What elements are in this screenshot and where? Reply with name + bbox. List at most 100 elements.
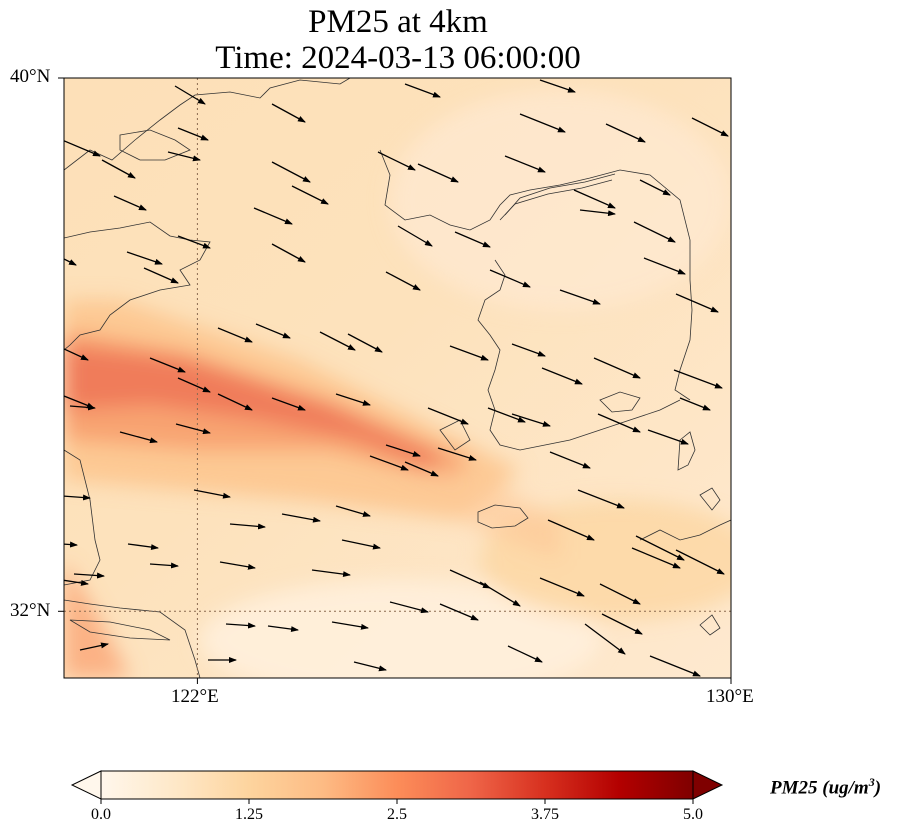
- wind-vector-arrow: [449, 569, 491, 589]
- wind-vector-arrow: [559, 289, 601, 305]
- wind-vector-arrow: [675, 549, 725, 575]
- wind-vector-arrow: [504, 155, 546, 173]
- colorbar-tick-4: 5.0: [683, 806, 703, 823]
- wind-vector-arrow: [539, 577, 585, 597]
- wind-vector-arrow: [511, 413, 551, 427]
- wind-vector-arrow: [143, 267, 179, 284]
- wind-vector-arrow: [126, 251, 163, 265]
- wind-vector-arrow: [253, 207, 293, 225]
- wind-vector-arrow: [599, 583, 641, 605]
- wind-vector-arrow: [593, 357, 641, 379]
- pm25-field: [64, 78, 731, 678]
- coastlines: [64, 78, 731, 678]
- wind-vector-arrow: [271, 103, 306, 123]
- wind-vector-arrow: [404, 461, 439, 477]
- wind-vector-arrow: [255, 323, 291, 339]
- wind-vector-arrow: [601, 613, 643, 635]
- wind-vector-arrow: [79, 642, 109, 651]
- lon-label-130e: 130°E: [706, 686, 754, 707]
- wind-vector-arrow: [229, 523, 266, 530]
- wind-vector-arrow: [291, 185, 329, 205]
- wind-vector-arrow: [219, 561, 256, 570]
- wind-vector-arrow: [149, 562, 179, 569]
- colorbar-ramp: [101, 771, 693, 799]
- lon-label-122e: 122°E: [171, 686, 219, 707]
- gridlines: [64, 78, 731, 678]
- colorbar-tick-0: 0.0: [91, 806, 111, 823]
- colorbar-tick-2: 2.5: [387, 806, 407, 823]
- wind-vector-arrow: [271, 397, 306, 411]
- colorbar-label-text: PM25 (ug/m: [770, 777, 869, 799]
- colorbar-extend-max: [692, 770, 724, 800]
- wind-vector-arrow: [507, 645, 543, 663]
- wind-vector-arrow: [597, 413, 641, 433]
- wind-vector-arrow: [573, 189, 616, 209]
- wind-vector-arrow: [177, 377, 211, 393]
- wind-vector-arrow: [449, 345, 489, 361]
- wind-vector-arrow: [511, 343, 546, 357]
- wind-vector-arrow: [675, 293, 719, 313]
- wind-vector-arrow: [577, 489, 625, 509]
- wind-vector-arrow: [679, 397, 711, 411]
- wind-vector-arrow: [635, 535, 685, 561]
- wind-vector-arrow: [341, 539, 381, 550]
- wind-vector-arrow: [149, 357, 186, 373]
- wind-vector-layer: [64, 79, 729, 677]
- title-line-time: Time: 2024-03-13 06:00:00: [215, 40, 581, 76]
- wind-vector-arrow: [175, 423, 211, 435]
- wind-vector-arrow: [389, 601, 429, 614]
- wind-vector-arrow: [347, 333, 383, 353]
- lat-label-32n: 32°N: [10, 600, 51, 621]
- colorbar-extend-min: [70, 770, 102, 800]
- wind-vector-arrow: [64, 494, 91, 501]
- wind-vector-arrow: [649, 655, 701, 677]
- map-frame: [63, 77, 732, 679]
- wind-vector-arrow: [633, 221, 676, 243]
- wind-vector-arrow: [64, 579, 89, 586]
- wind-vector-arrow: [225, 622, 256, 629]
- wind-vector-arrow: [127, 543, 159, 551]
- wind-vector-arrow: [217, 327, 253, 343]
- wind-vector-arrow: [385, 271, 421, 291]
- wind-vector-arrow: [369, 455, 409, 471]
- title-line-variable: PM25 at 4km: [308, 4, 488, 40]
- wind-vector-arrow: [404, 83, 441, 98]
- wind-vector-arrow: [73, 572, 105, 579]
- colorbar-label-exponent: 3: [868, 775, 875, 789]
- wind-vector-arrow: [335, 505, 371, 517]
- wind-vector-arrow: [639, 179, 671, 196]
- wind-vector-arrow: [217, 393, 253, 411]
- wind-vector-arrow: [193, 489, 231, 499]
- wind-vector-arrow: [643, 257, 686, 275]
- wind-vector-arrow: [439, 603, 479, 621]
- wind-vector-arrow: [427, 407, 469, 425]
- colorbar-label-close: ): [874, 777, 882, 799]
- wind-vector-arrow: [579, 209, 616, 217]
- wind-vector-arrow: [539, 79, 576, 93]
- colorbar-label: PM25 (ug/m3): [770, 775, 881, 799]
- wind-vector-arrow: [541, 367, 583, 385]
- wind-vector-arrow: [177, 235, 211, 249]
- wind-vector-arrow: [487, 407, 526, 423]
- wind-vector-arrow: [267, 625, 299, 633]
- colorbar-tick-1: 1.25: [235, 806, 263, 823]
- wind-vector-arrow: [489, 269, 531, 288]
- wind-vector-arrow: [437, 447, 477, 461]
- wind-vector-arrow: [353, 661, 387, 672]
- map-title: PM25 at 4km Time: 2024-03-13 06:00:00: [0, 4, 796, 76]
- wind-vector-arrow: [691, 117, 729, 137]
- colorbar: [70, 770, 724, 804]
- wind-vector-arrow: [647, 429, 689, 445]
- wind-vector-arrow: [397, 225, 433, 247]
- wind-vector-arrow: [113, 195, 147, 211]
- wind-vector-arrow: [519, 113, 566, 133]
- wind-vector-arrow: [177, 127, 209, 141]
- wind-vector-arrow: [335, 393, 371, 406]
- axis-ticks: [58, 77, 732, 684]
- wind-vector-arrow: [101, 159, 136, 179]
- wind-vector-arrow: [549, 451, 591, 469]
- wind-vector-arrow: [64, 140, 101, 157]
- wind-vector-arrow: [64, 348, 89, 361]
- wind-vector-arrow: [417, 163, 459, 183]
